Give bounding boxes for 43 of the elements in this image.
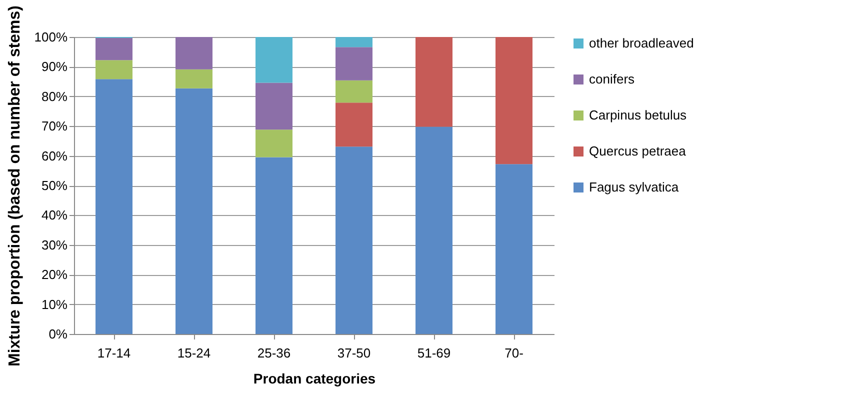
bar [336, 80, 372, 103]
bar [176, 88, 212, 334]
y-tick-label: 90% [41, 59, 68, 74]
bar [416, 126, 452, 334]
x-tick-label: 25-36 [257, 346, 291, 360]
bar [256, 130, 292, 158]
y-tick-label: 80% [41, 88, 68, 104]
y-tick-label: 10% [41, 296, 68, 312]
x-tick-label: 37-50 [337, 346, 371, 360]
y-tick-label: 30% [41, 237, 68, 252]
bar [96, 60, 132, 80]
bar [336, 47, 372, 80]
x-tick-label: 51-69 [417, 346, 451, 360]
y-tick-label: 100% [34, 30, 68, 44]
bar [416, 37, 452, 127]
legend-label: Fagus sylvatica [589, 180, 680, 194]
bar [336, 37, 372, 48]
bar [256, 82, 292, 130]
bar [336, 146, 372, 334]
y-tick-label: 70% [41, 118, 68, 134]
x-tick-label: 17-14 [97, 346, 131, 360]
y-tick-label: 20% [41, 267, 68, 282]
bar [176, 69, 212, 88]
legend-label: conifers [589, 72, 636, 86]
bar [176, 37, 212, 70]
bar [256, 157, 292, 334]
x-tick-label: 15-24 [177, 346, 211, 360]
y-tick-label: 40% [41, 208, 68, 223]
legend-label: Carpinus betulus [589, 108, 688, 122]
bar [96, 38, 132, 60]
y-tick-label: 50% [41, 178, 68, 193]
bar [496, 164, 532, 334]
x-axis-title: Prodan categories [253, 370, 376, 386]
bar [496, 37, 532, 164]
legend-label: Quercus petraea [589, 144, 687, 158]
bar [336, 102, 372, 147]
legend-label: other broadleaved [589, 36, 694, 50]
y-axis-title: Mixture proportion (based on number of stems) [6, 6, 24, 366]
bar [96, 79, 132, 334]
y-tick-label: 60% [41, 148, 68, 164]
bar [256, 37, 292, 83]
y-tick-label: 0% [48, 326, 68, 342]
x-tick-label: 70- [504, 346, 524, 360]
